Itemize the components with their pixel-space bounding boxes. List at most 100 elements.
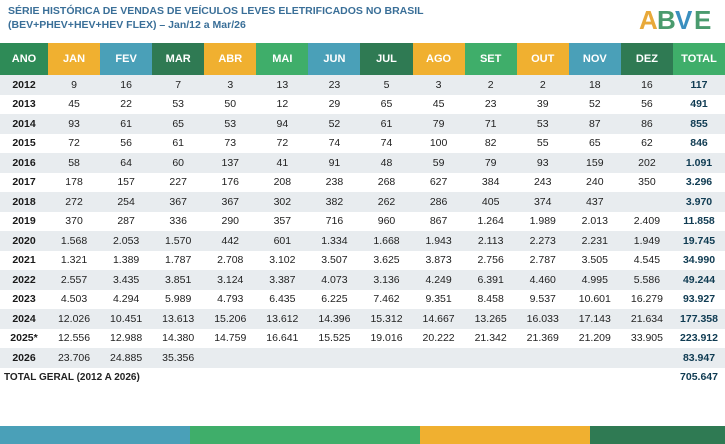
header-out: OUT [516,43,569,75]
year-cell: 2013 [0,94,48,114]
month-cell: 208 [256,172,309,192]
month-cell: 82 [464,133,517,153]
month-cell: 243 [516,172,569,192]
month-cell: 13.265 [464,309,517,329]
month-cell: 2 [464,75,517,95]
table-row: 2021 1.321 1.389 1.787 2.708 3.102 3.507 3.625 3… [0,250,725,270]
header-ago: AGO [412,43,465,75]
month-cell: 91 [308,153,361,173]
month-cell: 65 [152,114,205,134]
month-cell: 79 [464,153,517,173]
month-cell: 1.949 [620,231,673,251]
month-cell: 23 [308,75,361,95]
month-cell: 12.026 [48,309,101,329]
month-cell: 357 [256,211,309,231]
abve-logo: A B V E [639,5,711,34]
month-cell: 5 [360,75,413,95]
month-cell: 3.435 [100,270,153,290]
logo-letter-v: V [675,5,693,34]
month-cell: 437 [568,192,621,212]
table-row: 2015 72 56 61 73 72 74 74 100 82 55 65 62 846 [0,133,725,153]
header-abr: ABR [204,43,257,75]
month-cell: 176 [204,172,257,192]
month-cell: 4.503 [48,289,101,309]
month-cell: 45 [412,94,465,114]
month-cell: 1.389 [100,250,153,270]
title-line-2: (BEV+PHEV+HEV+HEV FLEX) – Jan/12 a Mar/2… [8,19,246,31]
month-cell: 16.033 [516,309,569,329]
month-cell: 1.568 [48,231,101,251]
month-cell: 3.873 [412,250,465,270]
month-cell [516,348,569,368]
month-cell: 33.905 [620,328,673,348]
year-cell: 2023 [0,289,48,309]
month-cell: 93 [48,114,101,134]
header-ano: ANO [0,43,48,75]
month-cell: 336 [152,211,205,231]
month-cell: 4.995 [568,270,621,290]
year-cell: 2016 [0,153,48,173]
year-cell: 2025* [0,328,48,348]
logo-letter-e: E [694,5,711,34]
month-cell: 23.706 [48,348,101,368]
month-cell: 6.225 [308,289,361,309]
month-cell [308,348,361,368]
month-cell: 3.124 [204,270,257,290]
month-cell: 21.342 [464,328,517,348]
month-cell: 302 [256,192,309,212]
year-cell: 2021 [0,250,48,270]
title-line-1: SÉRIE HISTÓRICA DE VENDAS DE VEÍCULOS LE… [8,5,424,17]
month-cell: 10.601 [568,289,621,309]
month-cell: 2.409 [620,211,673,231]
month-cell: 3.507 [308,250,361,270]
month-cell: 72 [256,133,309,153]
month-cell: 2 [516,75,569,95]
total-cell: 34.990 [673,250,725,270]
month-cell [360,348,413,368]
table-row: 2026 23.706 24.885 35.356 83.947 [0,348,725,368]
month-cell: 14.380 [152,328,205,348]
month-cell: 370 [48,211,101,231]
table-body: 2012 9 16 7 3 13 23 5 3 2 2 18 16 117 2013 45 22 53 50 12 29… [0,75,725,387]
month-cell: 53 [516,114,569,134]
table-row: 2024 12.026 10.451 13.613 15.206 13.612 14.396… [0,309,725,329]
month-cell: 87 [568,114,621,134]
month-cell: 3.505 [568,250,621,270]
month-cell: 287 [100,211,153,231]
month-cell: 53 [152,94,205,114]
month-cell: 5.586 [620,270,673,290]
month-cell: 2.787 [516,250,569,270]
month-cell: 21.369 [516,328,569,348]
month-cell: 73 [204,133,257,153]
grand-total-label: TOTAL GERAL (2012 A 2026) [0,367,673,387]
month-cell: 2.231 [568,231,621,251]
month-cell: 23 [464,94,517,114]
grand-total-row: TOTAL GERAL (2012 A 2026) 705.647 [0,367,725,387]
total-cell: 491 [673,94,725,114]
month-cell: 367 [204,192,257,212]
month-cell: 35.356 [152,348,205,368]
month-cell: 29 [308,94,361,114]
table-row: 2023 4.503 4.294 5.989 4.793 6.435 6.225 7.462 9… [0,289,725,309]
month-cell: 3.102 [256,250,309,270]
month-cell: 61 [152,133,205,153]
month-cell [568,348,621,368]
month-cell: 4.249 [412,270,465,290]
month-cell: 14.667 [412,309,465,329]
month-cell: 65 [568,133,621,153]
month-cell: 7 [152,75,205,95]
table-row: 2018 272 254 367 367 302 382 262 286 405 374 437 3.9… [0,192,725,212]
footer-stripe-blue [0,426,190,444]
month-cell: 240 [568,172,621,192]
month-cell: 9.351 [412,289,465,309]
table-row: 2017 178 157 227 176 208 238 268 627 384 243 240 350… [0,172,725,192]
month-cell: 19.016 [360,328,413,348]
month-cell: 3.625 [360,250,413,270]
month-cell: 2.113 [464,231,517,251]
month-cell: 4.460 [516,270,569,290]
month-cell: 382 [308,192,361,212]
year-cell: 2024 [0,309,48,329]
month-cell: 1.321 [48,250,101,270]
month-cell: 13.613 [152,309,205,329]
month-cell: 1.787 [152,250,205,270]
